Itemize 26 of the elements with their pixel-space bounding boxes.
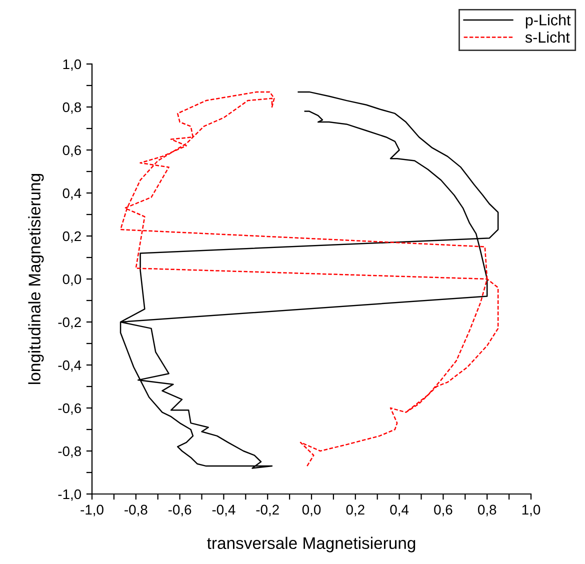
- y-tick-label: -1,0: [58, 489, 82, 501]
- x-tick-label: -0,6: [168, 504, 192, 516]
- y-axis-title: longitudinale Magnetisierung: [28, 174, 44, 384]
- y-tick-label: 1,0: [63, 59, 82, 71]
- y-tick-label: -0,8: [58, 446, 81, 458]
- y-tick-label: 0,6: [62, 145, 81, 157]
- y-tick-label: -0,4: [58, 360, 82, 372]
- x-tick-label: -1,0: [80, 504, 104, 516]
- x-tick-label: -0,4: [212, 504, 236, 516]
- legend-label: p-Licht: [526, 14, 571, 28]
- x-tick-label: -0,2: [256, 504, 279, 516]
- y-tick-label: 0,8: [62, 102, 81, 114]
- x-tick-label: 0,2: [346, 504, 364, 516]
- y-tick-label: -0,2: [58, 317, 81, 329]
- x-tick-label: 1,0: [522, 504, 540, 516]
- x-tick-label: -0,8: [124, 504, 148, 516]
- y-tick-label: 0,4: [62, 188, 82, 200]
- x-tick-label: 0,6: [434, 504, 452, 516]
- y-tick-label: -0,6: [58, 403, 81, 415]
- x-tick-label: 0,8: [478, 504, 496, 516]
- y-tick-label: 0,2: [62, 231, 81, 243]
- legend-label: s-Licht: [525, 32, 570, 43]
- x-tick-label: 0,4: [390, 504, 409, 516]
- x-tick-label: 0,0: [302, 504, 321, 516]
- x-axis-title: transversale Magnetisierung: [207, 536, 416, 552]
- y-tick-label: 0,0: [62, 274, 82, 286]
